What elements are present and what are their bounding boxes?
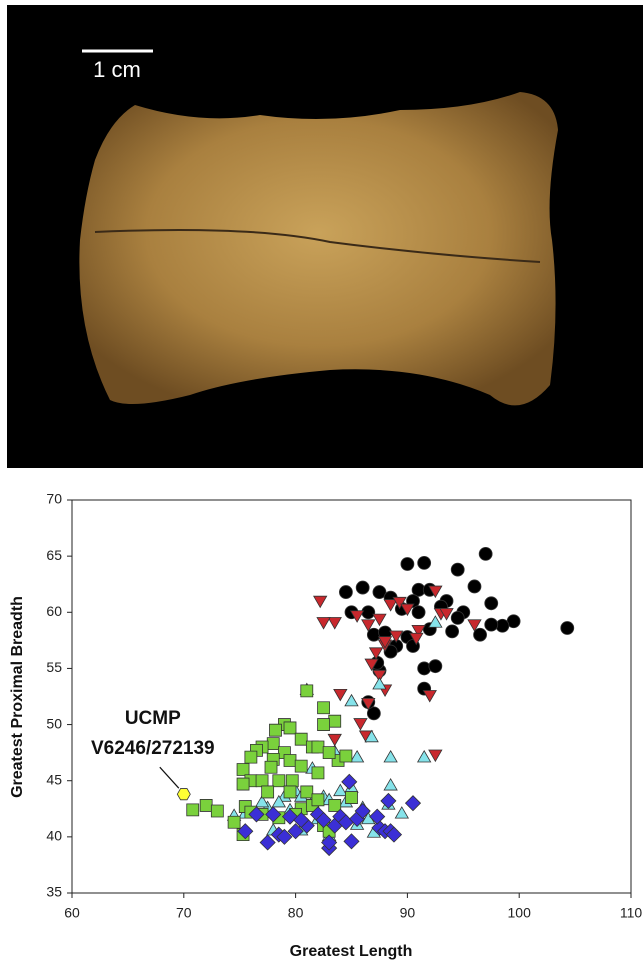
data-point — [200, 799, 212, 811]
data-point — [323, 747, 335, 759]
data-point — [284, 722, 296, 734]
scale-bar-label: 1 cm — [93, 57, 141, 82]
x-tick-label: 70 — [176, 905, 192, 921]
data-point — [273, 775, 285, 787]
annotation: V6246/272139 — [91, 738, 215, 759]
data-point — [418, 556, 431, 569]
data-point — [269, 724, 281, 736]
data-point — [451, 611, 464, 624]
y-tick-label: 50 — [46, 715, 62, 731]
data-point — [177, 789, 190, 800]
y-tick-label: 55 — [46, 659, 62, 675]
data-point — [312, 767, 324, 779]
data-point — [284, 786, 296, 798]
data-point — [485, 597, 498, 610]
data-point — [256, 775, 268, 787]
y-tick-label: 60 — [46, 603, 62, 619]
data-point — [429, 660, 442, 673]
y-tick-label: 45 — [46, 771, 62, 787]
data-point — [295, 733, 307, 745]
annotation: UCMP — [125, 708, 181, 729]
x-tick-label: 110 — [620, 905, 643, 921]
data-point — [295, 760, 307, 772]
y-tick-label: 65 — [46, 547, 62, 563]
data-point — [485, 618, 498, 631]
data-point — [228, 816, 240, 828]
data-point — [339, 586, 352, 599]
data-point — [237, 778, 249, 790]
data-point — [301, 685, 313, 697]
data-point — [237, 763, 249, 775]
x-axis-title: Greatest Length — [290, 943, 413, 960]
data-point — [245, 751, 257, 763]
data-point — [362, 606, 375, 619]
data-point — [267, 738, 279, 750]
y-axis-title: Greatest Proximal Breadth — [9, 596, 26, 798]
data-point — [286, 775, 298, 787]
x-tick-label: 100 — [508, 905, 532, 921]
data-point — [312, 741, 324, 753]
data-point — [412, 606, 425, 619]
data-point — [340, 750, 352, 762]
data-point — [451, 563, 464, 576]
x-tick-label: 90 — [400, 905, 416, 921]
data-point — [446, 625, 459, 638]
data-point — [418, 662, 431, 675]
data-point — [265, 761, 277, 773]
data-point — [301, 786, 313, 798]
y-tick-label: 40 — [46, 828, 62, 844]
data-point — [356, 581, 369, 594]
data-point — [479, 547, 492, 560]
bone-photo — [79, 92, 558, 405]
data-point — [312, 794, 324, 806]
data-point — [187, 804, 199, 816]
data-point — [318, 702, 330, 714]
data-point — [346, 792, 358, 804]
data-point — [474, 628, 487, 641]
data-point — [318, 719, 330, 731]
data-point — [262, 786, 274, 798]
data-point — [468, 580, 481, 593]
data-point — [401, 558, 414, 571]
y-tick-label: 70 — [46, 491, 62, 507]
x-tick-label: 80 — [288, 905, 304, 921]
data-point — [367, 628, 380, 641]
data-point — [211, 805, 223, 817]
x-tick-label: 60 — [64, 905, 80, 921]
y-tick-label: 35 — [46, 884, 62, 900]
data-point — [561, 622, 574, 635]
data-point — [329, 799, 341, 811]
data-point — [329, 715, 341, 727]
data-point — [284, 755, 296, 767]
figure: 1 cm Greatest Length Greatest Proximal B… — [0, 0, 643, 964]
